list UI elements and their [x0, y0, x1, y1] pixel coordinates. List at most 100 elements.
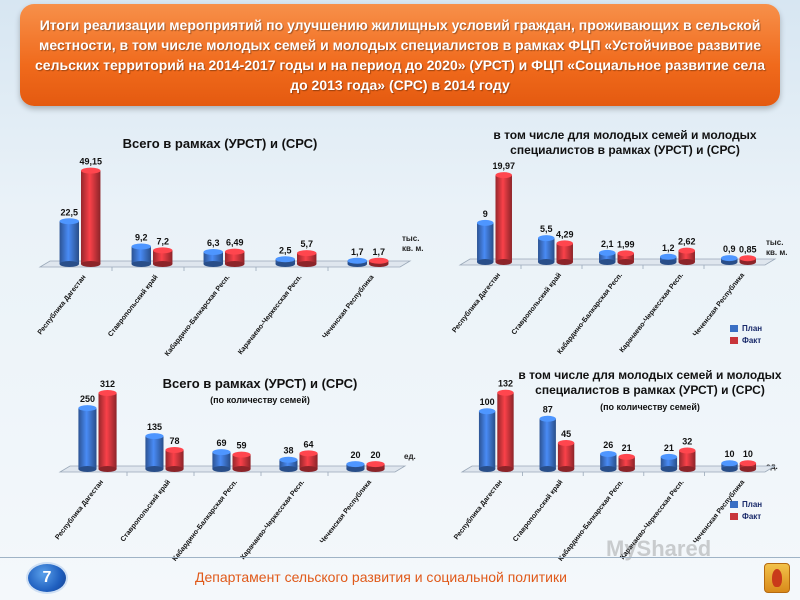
- data-label-plan: 6,3: [207, 238, 220, 248]
- slide-title-text: Итоги реализации мероприятий по улучшени…: [35, 17, 765, 93]
- bar-fact: [495, 172, 512, 265]
- chart-title: Всего в рамках (УРСТ) и (СРС): [162, 376, 358, 391]
- chart-legend: План Факт: [730, 498, 762, 522]
- chart-young-families: в том числе для молодых семей и молодых …: [420, 366, 800, 563]
- chart-svg: 9 19,97 Республика Дагестан 5,54,29 Ставропо…: [450, 161, 777, 356]
- legend-label-plan: План: [742, 499, 763, 509]
- data-label-fact: 64: [304, 439, 314, 449]
- data-label-fact: 78: [170, 436, 180, 446]
- bar-fact: [165, 446, 184, 472]
- data-label-fact: 132: [498, 379, 513, 389]
- category-label: Кабардино-Балкарская Респ.: [171, 478, 239, 562]
- category-label: Карачаево-Черкесская Респ.: [619, 272, 685, 354]
- chart-total-families: Всего в рамках (УРСТ) и (СРС) (по количе…: [0, 372, 420, 563]
- bar-plan: [145, 433, 164, 472]
- legend-swatch-fact: [730, 512, 738, 520]
- chart-svg: 22,5 49,15 Республика Дагестан 9,2 7,2 Ставро…: [36, 157, 412, 358]
- category-label: Карачаево-Черкесская Респ.: [237, 274, 303, 356]
- data-label-plan: 5,5: [540, 224, 553, 234]
- legend-swatch-fact: [730, 336, 738, 344]
- data-label-plan: 100: [480, 397, 495, 407]
- data-label-plan: 2,1: [601, 239, 614, 249]
- data-label-plan: 20: [350, 450, 360, 460]
- bar-plan: [78, 405, 97, 472]
- chart-unit: ед.: [404, 452, 416, 461]
- bar-fact: [739, 255, 756, 265]
- data-label-plan: 250: [80, 394, 95, 404]
- bar-plan: [538, 235, 555, 265]
- data-label-plan: 1,2: [662, 243, 675, 253]
- chart-legend: План Факт: [730, 322, 762, 346]
- bar-plan: [212, 449, 231, 472]
- chart-total-area: Всего в рамках (УРСТ) и (СРС) тыс. кв. м…: [0, 130, 424, 360]
- data-label-fact: 59: [237, 441, 247, 451]
- bar-plan: [346, 461, 365, 472]
- bar-plan: [347, 257, 367, 267]
- data-label-fact: 312: [100, 379, 115, 389]
- bar-fact: [299, 450, 318, 472]
- bar-plan: [599, 249, 616, 265]
- data-label-fact: 20: [371, 450, 381, 460]
- bar-fact: [617, 250, 634, 265]
- category-label: Республика Дагестан: [36, 273, 88, 336]
- department-name: Департамент сельского развития и социаль…: [195, 569, 567, 585]
- data-label-plan: 22,5: [61, 207, 79, 217]
- data-label-fact: 7,2: [156, 236, 169, 246]
- bar-plan: [203, 249, 223, 267]
- category-label: Кабардино-Балкарская Респ.: [163, 273, 231, 357]
- bar-fact: [98, 389, 117, 472]
- data-label-plan: 69: [216, 438, 226, 448]
- chart-unit: тыс. кв. м.: [402, 234, 424, 253]
- legend-item-fact: Факт: [730, 510, 762, 522]
- legend-item-fact: Факт: [730, 334, 762, 346]
- bar-fact: [739, 460, 757, 472]
- watermark: MyShared: [606, 536, 712, 561]
- data-label-fact: 1,99: [617, 239, 635, 249]
- data-label-fact: 21: [622, 443, 632, 453]
- data-label-fact: 0,85: [739, 244, 757, 254]
- chart-title: в том числе для молодых семей и молодых …: [493, 128, 757, 157]
- category-label: Республика Дагестан: [452, 478, 504, 541]
- bar-fact: [153, 247, 173, 267]
- bar-fact: [81, 167, 101, 267]
- chart-unit: тыс. кв. м.: [766, 238, 788, 257]
- bar-plan: [660, 253, 677, 265]
- bar-plan: [59, 218, 79, 267]
- chart-subtitle: (по количеству семей): [210, 395, 310, 405]
- data-label-plan: 9,2: [135, 233, 148, 243]
- legend-item-plan: План: [730, 322, 762, 334]
- data-label-plan: 9: [483, 209, 488, 219]
- page-number-badge: 7: [26, 562, 68, 594]
- bar-fact: [366, 461, 385, 472]
- data-label-plan: 87: [543, 405, 553, 415]
- category-label: Республика Дагестан: [53, 478, 105, 541]
- data-label-plan: 10: [725, 449, 735, 459]
- chart-title: Всего в рамках (УРСТ) и (СРС): [122, 136, 318, 151]
- bar-fact: [297, 250, 317, 267]
- chart-subtitle: (по количеству семей): [600, 402, 700, 412]
- data-label-plan: 1,7: [351, 247, 364, 257]
- bar-plan: [539, 415, 556, 472]
- data-label-plan: 26: [603, 440, 613, 450]
- category-label: Чеченская Республика: [318, 478, 373, 545]
- bar-plan: [600, 450, 617, 472]
- bar-plan: [721, 255, 738, 265]
- bar-fact: [678, 247, 695, 265]
- data-label-fact: 32: [682, 437, 692, 447]
- bar-plan: [478, 408, 496, 472]
- bar-plan: [721, 460, 738, 472]
- data-label-plan: 0,9: [723, 244, 736, 254]
- data-label-fact: 10: [743, 449, 753, 459]
- bar-plan: [477, 219, 494, 265]
- data-label-fact: 19,97: [492, 161, 515, 171]
- category-label: Республика Дагестан: [450, 271, 502, 334]
- data-label-fact: 2,62: [678, 237, 696, 247]
- legend-label-plan: План: [742, 323, 763, 333]
- bar-plan: [660, 453, 678, 472]
- category-label: Ставропольский край: [511, 478, 564, 543]
- category-label: Ставропольский край: [106, 273, 159, 338]
- data-label-plan: 2,5: [279, 245, 292, 255]
- chart-title: в том числе для молодых семей и молодых …: [518, 368, 782, 397]
- data-label-fact: 1,7: [372, 247, 385, 257]
